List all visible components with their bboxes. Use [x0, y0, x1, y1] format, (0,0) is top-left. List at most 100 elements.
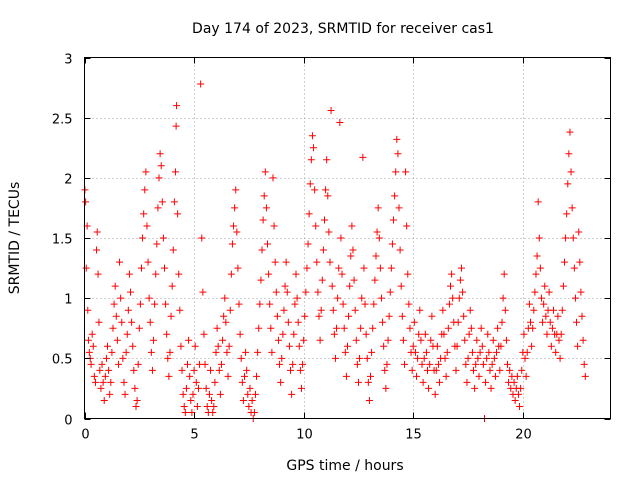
data-point	[210, 402, 218, 410]
data-point	[279, 330, 287, 338]
data-point	[234, 264, 242, 272]
data-point	[423, 366, 431, 374]
data-point	[325, 228, 333, 236]
data-points	[81, 80, 589, 422]
data-point	[404, 270, 412, 278]
data-point	[274, 336, 282, 344]
data-point	[185, 336, 193, 344]
data-point	[82, 264, 90, 272]
y-tick-label: 1	[64, 293, 72, 308]
data-point	[403, 222, 411, 230]
data-point	[302, 288, 310, 296]
data-point	[433, 342, 441, 350]
data-point	[290, 330, 298, 338]
data-point	[310, 144, 318, 152]
data-point	[221, 294, 229, 302]
data-point	[388, 240, 396, 248]
x-axis-label: GPS time / hours	[286, 458, 403, 474]
data-point	[139, 234, 147, 242]
data-point	[402, 168, 410, 176]
data-point	[419, 378, 427, 386]
data-point	[276, 360, 284, 368]
data-point	[145, 294, 153, 302]
data-point	[470, 366, 478, 374]
data-point	[425, 384, 433, 392]
data-point	[102, 354, 110, 362]
data-point	[354, 378, 362, 386]
data-point	[238, 378, 246, 386]
data-point	[540, 300, 548, 308]
data-point	[164, 354, 172, 362]
data-point	[421, 330, 429, 338]
data-point	[420, 354, 428, 362]
data-point	[222, 318, 230, 326]
data-point	[293, 294, 301, 302]
data-point	[199, 288, 207, 296]
data-point	[564, 180, 572, 188]
data-point	[487, 384, 495, 392]
data-point	[521, 354, 529, 362]
data-point	[559, 282, 567, 290]
data-point	[190, 366, 198, 374]
data-point	[169, 246, 177, 254]
data-point	[101, 372, 109, 380]
data-point	[452, 366, 460, 374]
data-point	[308, 132, 316, 140]
data-point	[473, 336, 481, 344]
data-point	[198, 234, 206, 242]
data-point	[272, 288, 280, 296]
data-point	[494, 324, 502, 332]
x-tick-labels: 0 5 10 15 20	[81, 428, 531, 443]
data-point	[552, 348, 560, 356]
data-point	[478, 342, 486, 350]
data-point	[296, 366, 304, 374]
data-point	[283, 288, 291, 296]
data-point	[527, 318, 535, 326]
data-point	[335, 264, 343, 272]
data-point	[485, 348, 493, 356]
data-point	[491, 372, 499, 380]
data-point	[233, 228, 241, 236]
data-point	[486, 366, 494, 374]
data-point	[556, 354, 564, 362]
data-point	[503, 360, 511, 368]
data-point	[214, 342, 222, 350]
data-point	[202, 384, 210, 392]
data-point	[136, 300, 144, 308]
data-point	[531, 288, 539, 296]
data-point	[107, 378, 115, 386]
data-point	[445, 300, 453, 308]
data-point	[330, 330, 338, 338]
data-point	[141, 186, 149, 194]
data-point	[113, 336, 121, 344]
data-point	[134, 360, 142, 368]
data-point	[317, 306, 325, 314]
data-point	[541, 282, 549, 290]
data-point	[432, 366, 440, 374]
data-point	[387, 264, 395, 272]
data-point	[342, 372, 350, 380]
data-point	[496, 366, 504, 374]
data-point	[253, 372, 261, 380]
data-point	[427, 336, 435, 344]
data-point	[548, 324, 556, 332]
data-point	[439, 306, 447, 314]
data-point	[143, 222, 151, 230]
data-point	[230, 222, 238, 230]
data-point	[90, 372, 98, 380]
data-point	[426, 360, 434, 368]
data-point	[177, 342, 185, 350]
data-point	[324, 192, 332, 200]
data-point	[479, 360, 487, 368]
data-point	[386, 288, 394, 296]
data-point	[447, 282, 455, 290]
data-point	[353, 360, 361, 368]
data-point	[151, 300, 159, 308]
data-point	[331, 354, 339, 362]
data-point	[175, 270, 183, 278]
data-point	[390, 216, 398, 224]
data-point	[135, 324, 143, 332]
data-point	[104, 342, 112, 350]
data-point	[213, 324, 221, 332]
data-point	[410, 318, 418, 326]
